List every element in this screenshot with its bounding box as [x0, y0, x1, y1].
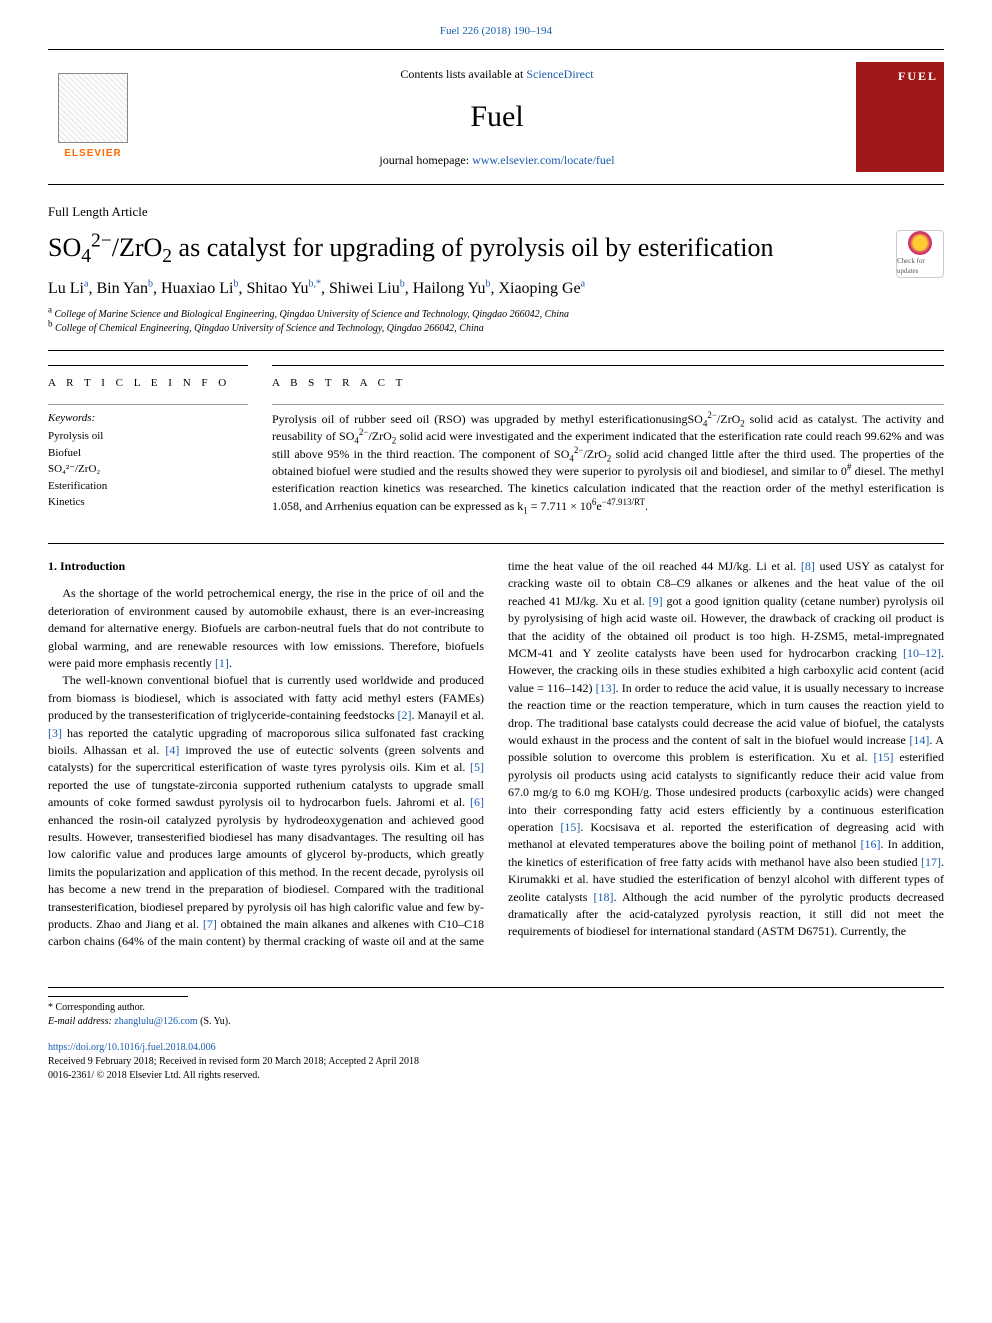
affiliations: a College of Marine Science and Biologic… [48, 308, 944, 336]
body-paragraph: As the shortage of the world petrochemic… [48, 585, 484, 672]
keywords-list: Pyrolysis oilBiofuelSO₄²⁻/ZrO₂Esterifica… [48, 428, 248, 511]
contents-prefix: Contents lists available at [400, 67, 526, 81]
cover-title: FUEL [898, 68, 938, 85]
ref-link[interactable]: [13] [596, 681, 616, 695]
ref-link[interactable]: [1] [215, 656, 229, 670]
ref-link[interactable]: [7] [203, 917, 217, 931]
ref-link[interactable]: [5] [470, 760, 484, 774]
elsevier-tree-icon [58, 73, 128, 143]
ref-link[interactable]: [4] [165, 743, 179, 757]
doi-link[interactable]: https://doi.org/10.1016/j.fuel.2018.04.0… [48, 1042, 216, 1053]
received-dates: Received 9 February 2018; Received in re… [48, 1055, 944, 1069]
homepage-prefix: journal homepage: [379, 153, 472, 167]
corresponding-author-note: * Corresponding author. [48, 1001, 944, 1015]
ref-link[interactable]: [6] [470, 795, 484, 809]
section-number: 1. [48, 559, 57, 573]
homepage-line: journal homepage: www.elsevier.com/locat… [138, 152, 856, 169]
ref-link[interactable]: [15] [873, 750, 893, 764]
author-list: Lu Lia, Bin Yanb, Huaxiao Lib, Shitao Yu… [48, 278, 944, 300]
ref-link[interactable]: [16] [861, 837, 881, 851]
ref-link[interactable]: [8] [801, 559, 815, 573]
header-center: Contents lists available at ScienceDirec… [138, 66, 856, 170]
journal-cover-thumb: FUEL [856, 62, 944, 172]
abstract-text: Pyrolysis oil of rubber seed oil (RSO) w… [272, 404, 944, 515]
ref-link[interactable]: [3] [48, 726, 62, 740]
publisher-name: ELSEVIER [64, 147, 121, 161]
keyword-item: Kinetics [48, 494, 248, 511]
keyword-item: SO₄²⁻/ZrO₂ [48, 461, 248, 478]
article-title: SO42−/ZrO2 as catalyst for upgrading of … [48, 230, 884, 266]
sciencedirect-link[interactable]: ScienceDirect [526, 67, 593, 81]
publisher-logo: ELSEVIER [48, 67, 138, 167]
keyword-item: Esterification [48, 478, 248, 495]
ref-link[interactable]: [18] [594, 890, 614, 904]
issn-copyright: 0016-2361/ © 2018 Elsevier Ltd. All righ… [48, 1069, 944, 1083]
divider [48, 350, 944, 351]
check-updates-label: Check for updates [897, 257, 943, 277]
ref-link[interactable]: [17] [921, 855, 941, 869]
ref-link[interactable]: [2] [397, 708, 411, 722]
email-suffix: (S. Yu). [198, 1016, 231, 1027]
ref-link[interactable]: [14] [909, 733, 929, 747]
abstract-column: A B S T R A C T Pyrolysis oil of rubber … [272, 365, 944, 515]
email-line: E-mail address: zhanglulu@126.com (S. Yu… [48, 1015, 944, 1029]
email-label: E-mail address: [48, 1016, 114, 1027]
affiliation-line: b College of Chemical Engineering, Qingd… [48, 322, 944, 336]
journal-ref-line: Fuel 226 (2018) 190–194 [48, 24, 944, 39]
section-title: Introduction [60, 559, 125, 573]
journal-header: ELSEVIER Contents lists available at Sci… [48, 49, 944, 185]
divider [48, 543, 944, 544]
footnote-rule [48, 996, 188, 997]
homepage-link[interactable]: www.elsevier.com/locate/fuel [472, 153, 615, 167]
crossmark-icon [908, 231, 932, 255]
body-columns: 1. Introduction As the shortage of the w… [48, 558, 944, 951]
article-type: Full Length Article [48, 203, 944, 221]
check-updates-badge[interactable]: Check for updates [896, 230, 944, 278]
ref-link[interactable]: [10–12] [903, 646, 941, 660]
contents-line: Contents lists available at ScienceDirec… [138, 66, 856, 83]
article-info-column: A R T I C L E I N F O Keywords: Pyrolysi… [48, 365, 248, 515]
journal-name: Fuel [138, 96, 856, 138]
ref-link[interactable]: [15] [560, 820, 580, 834]
keyword-item: Pyrolysis oil [48, 428, 248, 445]
affiliation-line: a College of Marine Science and Biologic… [48, 308, 944, 322]
article-info-heading: A R T I C L E I N F O [48, 376, 248, 391]
keyword-item: Biofuel [48, 445, 248, 462]
abstract-heading: A B S T R A C T [272, 376, 944, 391]
keywords-label: Keywords: [48, 404, 248, 426]
ref-link[interactable]: [9] [649, 594, 663, 608]
page-footer: * Corresponding author. E-mail address: … [48, 987, 944, 1083]
email-link[interactable]: zhanglulu@126.com [114, 1016, 197, 1027]
section-heading: 1. Introduction [48, 558, 484, 575]
